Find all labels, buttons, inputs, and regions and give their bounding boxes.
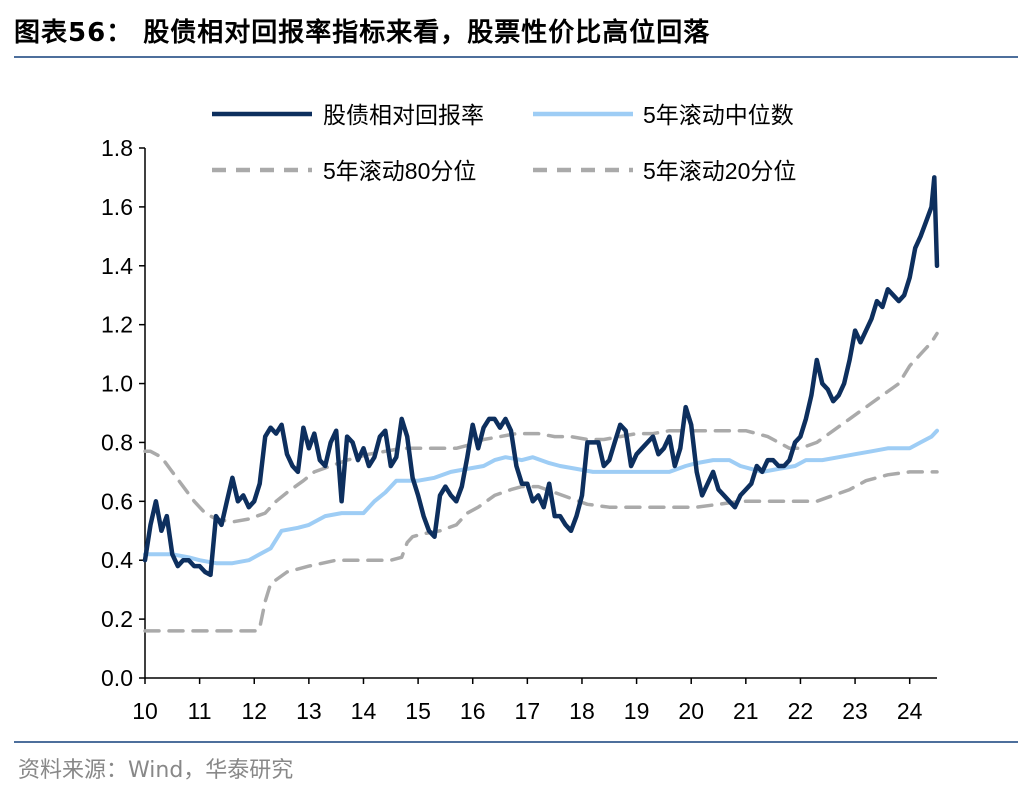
x-tick-label: 16	[460, 698, 486, 724]
source-note: 资料来源：Wind，华泰研究	[18, 758, 294, 783]
series-line-3	[143, 470, 939, 633]
x-tick-label: 23	[842, 698, 868, 724]
x-tick-label: 24	[897, 698, 923, 724]
x-tick-label: 10	[132, 698, 158, 724]
y-tick-label: 0.8	[101, 429, 133, 455]
legend-label-0: 股债相对回报率	[323, 102, 484, 128]
x-tick-label: 12	[241, 698, 267, 724]
legend-label-1: 5年滚动中位数	[643, 102, 794, 128]
x-tick-label: 11	[188, 698, 212, 724]
y-tick-label: 1.4	[101, 253, 133, 279]
x-tick-label: 22	[788, 698, 814, 724]
legend-label-2: 5年滚动80分位	[323, 158, 476, 184]
y-tick-label: 0.2	[101, 606, 133, 632]
y-tick-label: 1.8	[101, 135, 133, 161]
axes: 0.0 0.2 0.4 0.6 0.8 1.0 1.2 1.4 1.6 1.8 10 11 12 13 14…	[101, 135, 937, 724]
series-line-0	[142, 175, 940, 578]
y-tick-label: 0.6	[101, 488, 133, 514]
y-tick-label: 1.6	[101, 194, 133, 220]
legend: 股债相对回报率 5年滚动中位数 5年滚动80分位 5年滚动20分位	[212, 102, 796, 184]
chart-canvas: 0.0 0.2 0.4 0.6 0.8 1.0 1.2 1.4 1.6 1.8 10 11 12 13 14…	[101, 102, 940, 724]
legend-label-3: 5年滚动20分位	[643, 158, 796, 184]
series-layer	[142, 175, 940, 633]
y-tick-label: 1.0	[101, 371, 133, 397]
x-tick-label: 13	[296, 698, 322, 724]
y-tick-label: 0.4	[101, 547, 133, 573]
y-tick-label: 1.2	[101, 312, 133, 338]
x-tick-label: 21	[733, 698, 759, 724]
series-line-1	[143, 428, 939, 566]
y-tick-label: 0.0	[101, 665, 133, 691]
source-divider	[14, 741, 1018, 743]
x-tick-label: 17	[515, 698, 541, 724]
x-tick-label: 14	[351, 698, 377, 724]
x-tick-label: 18	[569, 698, 595, 724]
series-line-2	[143, 331, 939, 524]
title-divider	[14, 56, 1018, 58]
x-tick-label: 20	[678, 698, 704, 724]
x-tick-label: 19	[624, 698, 650, 724]
chart-title: 图表56： 股债相对回报率指标来看，股票性价比高位回落	[14, 18, 711, 48]
x-tick-label: 15	[405, 698, 431, 724]
